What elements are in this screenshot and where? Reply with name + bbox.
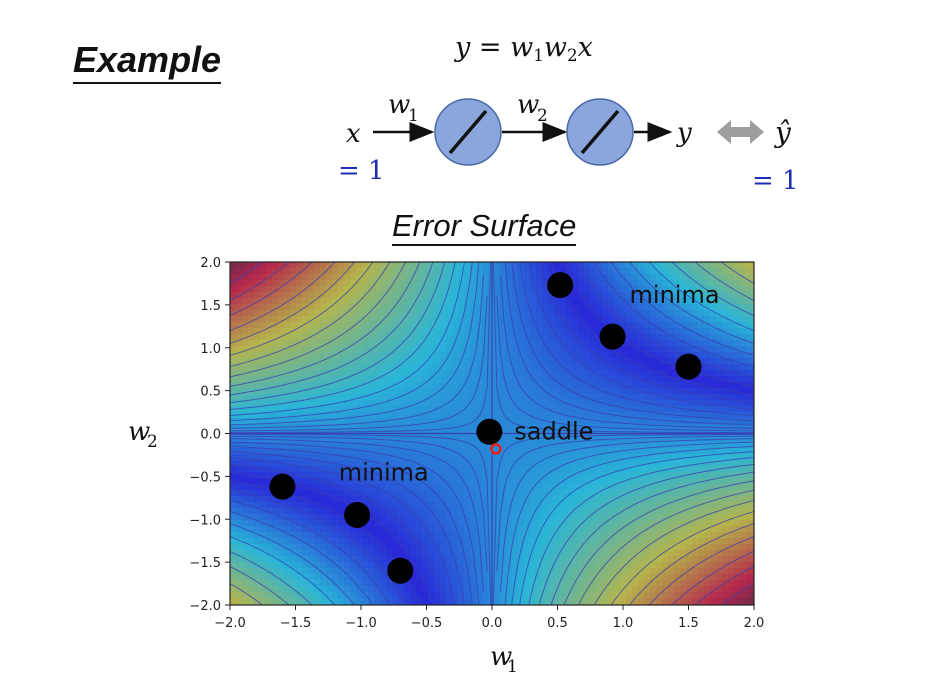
annotation-label: minima [339, 459, 429, 487]
y-tick-label: −2.0 [189, 599, 221, 614]
current-position-marker [490, 443, 502, 455]
critical-point [344, 501, 371, 528]
target-value: = 1 [752, 166, 799, 196]
eq-x: x [577, 32, 593, 63]
critical-point [599, 323, 626, 350]
eq-w2-sub: 2 [566, 45, 578, 66]
eq-w2: w [543, 32, 567, 63]
y-tick-label: 0.0 [200, 428, 221, 443]
eq-w1-sub: 1 [533, 45, 544, 66]
neuron-2-activation-icon [580, 109, 620, 155]
chart-axes: −2.0 −1.5 −1.0 −0.5 0.0 0.5 1.0 1.5 2.0 −2.0 −1.5 −… [189, 256, 764, 631]
x-tick-label: −1.0 [345, 616, 377, 631]
weight2-label: w [517, 90, 539, 120]
eq-y: y [455, 32, 471, 63]
contour-field [230, 262, 754, 605]
x-tick-label: −0.5 [411, 616, 443, 631]
critical-point [547, 272, 574, 299]
network-diagram: x = 1 w 1 w 2 y ŷ = 1 [338, 90, 799, 196]
input-x-label: x [346, 119, 361, 149]
x-tick-label: 0.5 [547, 616, 568, 631]
y-axis-label: w [128, 417, 150, 447]
x-axis-label-sub: 1 [507, 657, 518, 677]
y-tick-label: 1.0 [200, 342, 221, 357]
y-tick-label: 2.0 [200, 256, 221, 271]
x-tick-label: 0.0 [482, 616, 503, 631]
annotation-label: minima [630, 281, 720, 309]
slide-title: Example [73, 38, 222, 84]
x-axis-label: w [490, 642, 512, 672]
x-tick-label: 1.5 [678, 616, 699, 631]
equation: y = w1w2x [455, 32, 593, 65]
critical-point [269, 473, 296, 500]
weight2-sub: 2 [537, 106, 548, 126]
y-tick-label: −1.5 [189, 556, 221, 571]
y-tick-label: −1.0 [189, 513, 221, 528]
compare-double-arrow-icon [717, 120, 764, 144]
y-tick-label: 1.5 [200, 299, 221, 314]
weight1-label: w [388, 90, 410, 120]
y-axis-label-sub: 2 [147, 432, 158, 452]
chart-marks: minima saddle minima [269, 272, 720, 584]
x-tick-label: 1.0 [613, 616, 634, 631]
y-tick-label: −0.5 [189, 470, 221, 485]
neuron-1-activation-icon [448, 109, 488, 155]
critical-point [387, 557, 414, 584]
output-y-label: y [676, 118, 692, 148]
y-tick-label: 0.5 [200, 385, 221, 400]
x-tick-label: −2.0 [214, 616, 246, 631]
critical-point [675, 353, 702, 380]
surface-title: Error Surface [392, 208, 577, 246]
x-tick-label: −1.5 [280, 616, 312, 631]
input-value: = 1 [338, 156, 385, 186]
weight1-sub: 1 [408, 106, 419, 126]
critical-point [476, 418, 503, 445]
eq-equals: = [470, 32, 511, 63]
annotation-label: saddle [514, 418, 593, 446]
target-yhat-label: ŷ [773, 116, 792, 149]
eq-w1: w [510, 32, 534, 63]
x-tick-label: 2.0 [744, 616, 765, 631]
